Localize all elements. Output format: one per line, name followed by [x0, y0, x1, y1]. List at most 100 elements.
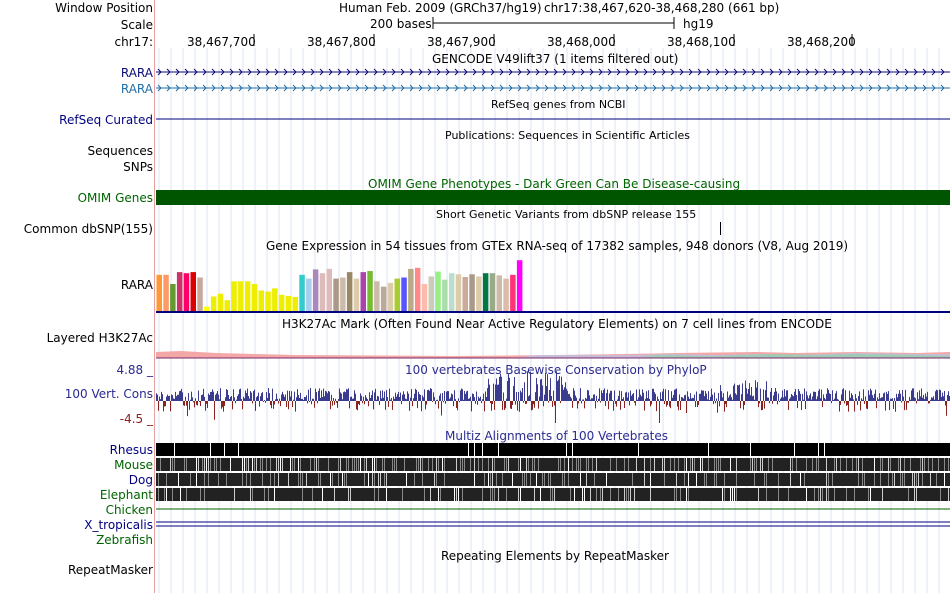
phylop-track-title: 100 vertebrates Basewise Conservation by…: [405, 363, 707, 377]
track-label-repeatmasker[interactable]: RepeatMasker: [67, 563, 153, 577]
track-label-xtropicalis[interactable]: X_tropicalis: [84, 518, 153, 532]
alignment-gap: [558, 458, 559, 471]
strand-chevron: [580, 68, 585, 76]
alignment-gap: [874, 473, 875, 486]
alignment-gap: [230, 458, 231, 471]
alignment-gap: [220, 458, 221, 471]
strand-chevron: [697, 84, 702, 92]
alignment-gap: [618, 488, 619, 501]
alignment-gap: [520, 458, 521, 471]
alignment-gap: [578, 458, 579, 471]
alignment-gap: [276, 458, 277, 471]
alignment-gap: [186, 488, 187, 501]
strand-chevron: [472, 84, 477, 92]
track-label-omim[interactable]: OMIM Genes: [77, 191, 153, 205]
strand-chevron: [796, 68, 801, 76]
alignment-gap: [846, 458, 847, 471]
strand-chevron: [202, 84, 207, 92]
phylop-conservation-plot[interactable]: [156, 371, 950, 423]
track-label-rara-1[interactable]: RARA: [120, 66, 153, 80]
refseq-track-line[interactable]: [156, 113, 950, 125]
snp-mark[interactable]: [720, 222, 721, 235]
strand-chevron: [535, 84, 540, 92]
strand-chevron: [319, 68, 324, 76]
strand-chevron: [895, 84, 900, 92]
strand-chevron: [904, 68, 909, 76]
strand-chevron: [553, 68, 558, 76]
alignment-gap: [482, 458, 483, 471]
track-label-rara-2[interactable]: RARA: [120, 82, 153, 96]
strand-chevron: [508, 84, 513, 92]
alignment-gap: [736, 458, 737, 471]
omim-gene-bar[interactable]: [156, 190, 950, 205]
alignment-gap: [204, 488, 205, 501]
track-label-mouse[interactable]: Mouse: [114, 458, 153, 472]
alignment-gap: [762, 458, 763, 471]
strand-chevron: [814, 84, 819, 92]
strand-chevron: [859, 68, 864, 76]
strand-chevron: [229, 68, 234, 76]
strand-chevron: [256, 68, 261, 76]
alignment-gap: [444, 458, 445, 471]
alignment-gap: [158, 488, 159, 501]
gencode-track-title: GENCODE V49lift37 (1 items filtered out): [432, 52, 679, 66]
alignment-gap: [548, 473, 549, 486]
strand-chevron: [409, 68, 414, 76]
alignment-gap: [702, 458, 703, 471]
alignment-gap: [718, 458, 719, 471]
alignment-gap: [544, 473, 545, 486]
alignment-gap: [750, 458, 751, 471]
track-label-chicken[interactable]: Chicken: [105, 503, 153, 517]
ruler-ticks: [253, 34, 853, 46]
track-label-gtex-rara[interactable]: RARA: [120, 278, 153, 292]
alignment-gap: [900, 458, 901, 471]
track-label-snps[interactable]: SNPs: [123, 160, 153, 174]
alignment-gap: [716, 458, 717, 471]
track-label-h3k27ac[interactable]: Layered H3K27Ac: [46, 331, 153, 345]
alignment-gap: [282, 458, 283, 471]
track-label-zebrafish[interactable]: Zebrafish: [96, 533, 153, 547]
multiz-alignment-blocks[interactable]: [156, 442, 950, 532]
alignment-gap: [720, 458, 721, 471]
alignment-gap: [714, 473, 715, 486]
alignment-gap: [456, 458, 457, 471]
track-label-dbsnp[interactable]: Common dbSNP(155): [23, 222, 153, 236]
alignment-gap: [504, 458, 505, 471]
alignment-gap: [528, 458, 529, 471]
gtex-bar-chart[interactable]: [156, 252, 950, 314]
strand-chevron: [877, 84, 882, 92]
alignment-gap: [686, 488, 687, 501]
alignment-gap: [580, 473, 581, 486]
strand-chevron: [526, 84, 531, 92]
scale-text: 200 bases: [370, 17, 432, 31]
strand-chevron: [499, 68, 504, 76]
track-label-rhesus[interactable]: Rhesus: [109, 443, 153, 457]
gtex-bar: [360, 272, 366, 311]
gene-model-rara-1[interactable]: [156, 66, 950, 78]
strand-chevron: [193, 84, 198, 92]
gtex-bar: [176, 272, 183, 311]
alignment-gap: [416, 458, 417, 471]
strand-chevron: [850, 68, 855, 76]
alignment-gap: [382, 458, 383, 471]
alignment-gap: [550, 473, 551, 486]
alignment-gap: [200, 488, 201, 501]
track-label-sequences[interactable]: Sequences: [87, 144, 153, 158]
grid-lines: [158, 48, 940, 593]
alignment-gap: [434, 473, 435, 486]
track-label-conservation[interactable]: 100 Vert. Cons: [64, 387, 153, 401]
alignment-gap: [730, 488, 731, 501]
alignment-gap: [678, 458, 679, 471]
gtex-bar: [231, 281, 237, 311]
track-label-dog[interactable]: Dog: [128, 473, 153, 487]
track-label-refseq[interactable]: RefSeq Curated: [59, 113, 153, 127]
alignment-gap: [832, 473, 833, 486]
h3k27ac-signal[interactable]: [156, 340, 950, 360]
alignment-gap: [816, 458, 817, 471]
track-label-elephant[interactable]: Elephant: [99, 488, 153, 502]
gene-model-rara-2[interactable]: [156, 82, 950, 94]
alignment-gap: [346, 473, 347, 486]
alignment-gap: [160, 458, 161, 471]
gtex-bar: [156, 274, 162, 311]
alignment-gap: [928, 458, 929, 471]
